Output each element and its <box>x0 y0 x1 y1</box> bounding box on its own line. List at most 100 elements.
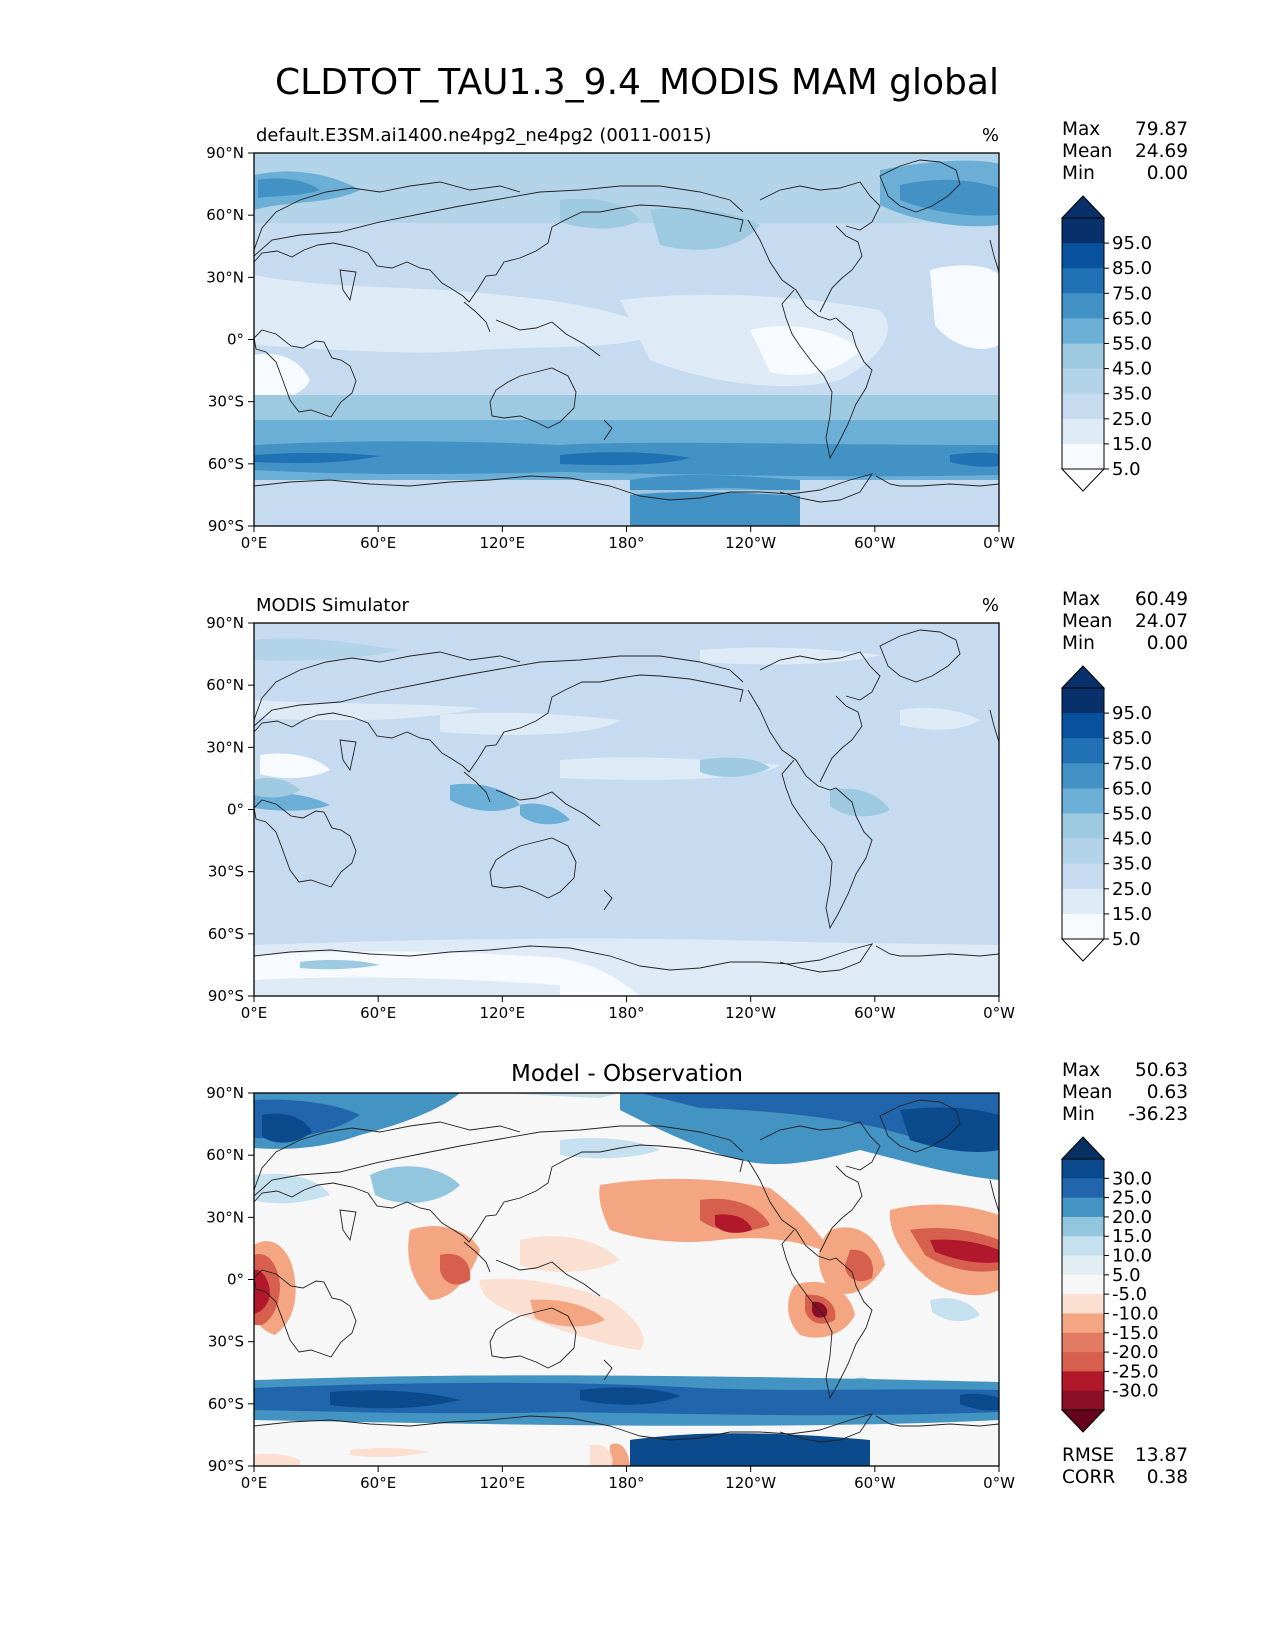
map-model-field <box>254 153 999 526</box>
lon-tick-label: 0°E <box>241 1474 268 1492</box>
stat-max-value: 79.87 <box>1135 119 1188 140</box>
colorbar-swatch <box>1062 1313 1104 1334</box>
lat-tick-label: 30°S <box>208 1333 244 1351</box>
colorbar-over-extend <box>1060 195 1106 219</box>
panel-diff-title: Model - Observation <box>511 1061 743 1087</box>
stat-max-label: Max <box>1062 119 1100 140</box>
colorbar-swatch <box>1062 1274 1104 1295</box>
colorbar-label: 35.0 <box>1112 854 1152 875</box>
stat-mean-label: Mean <box>1062 611 1112 632</box>
stat-rmse-value: 13.87 <box>1135 1445 1188 1466</box>
lon-tick-label: 60°E <box>360 1474 396 1492</box>
lon-tick-label: 60°E <box>360 1004 396 1022</box>
stat-mean-label: Mean <box>1062 1082 1112 1103</box>
colorbar-model: 95.0 85.0 75.0 65.0 55.0 45.0 35.0 25.0 15.0 5.0 <box>1060 195 1152 492</box>
colorbar-label: 75.0 <box>1112 753 1152 774</box>
panel-model: default.E3SM.ai1400.ne4pg2_ne4pg2 (0011-… <box>206 119 1188 552</box>
colorbar-obs: 95.0 85.0 75.0 65.0 55.0 45.0 35.0 25.0 15.0 5.0 <box>1060 665 1152 962</box>
stat-mean-value: 0.63 <box>1147 1082 1188 1103</box>
colorbar-label: 25.0 <box>1112 409 1152 430</box>
colorbar-swatch <box>1062 688 1104 714</box>
colorbar-frame <box>1061 1158 1105 1411</box>
colorbar-swatch <box>1062 418 1104 445</box>
colorbar-swatch <box>1062 1197 1104 1218</box>
colorbar-label: -25.0 <box>1112 1361 1159 1382</box>
lon-tick-label: 120°W <box>725 1004 776 1022</box>
colorbar-label: 15.0 <box>1112 1226 1152 1247</box>
colorbar-swatch <box>1062 1332 1104 1353</box>
colorbar-swatch <box>1062 1178 1104 1199</box>
colorbar-label: 25.0 <box>1112 879 1152 900</box>
lon-tick-label: 60°W <box>854 1004 896 1022</box>
colorbar-swatch <box>1062 368 1104 395</box>
lat-axis-obs: 90°N 60°N 30°N 0° 30°S 60°S 90°S <box>206 614 254 1005</box>
panel-obs-units: % <box>982 595 999 616</box>
lat-tick-label: 90°S <box>208 517 244 535</box>
lon-axis-diff: 0°E 60°E 120°E 180° 120°W 60°W 0°W <box>241 1466 1015 1492</box>
colorbar-label: -15.0 <box>1112 1323 1159 1344</box>
colorbar-swatch <box>1062 1371 1104 1392</box>
stat-mean-value: 24.69 <box>1135 141 1188 162</box>
colorbar-label: 25.0 <box>1112 1188 1152 1209</box>
lon-tick-label: 180° <box>608 1474 644 1492</box>
colorbar-label: 65.0 <box>1112 308 1152 329</box>
lat-tick-label: 30°N <box>206 268 244 286</box>
colorbar-swatch <box>1062 443 1104 470</box>
lon-tick-label: 120°E <box>480 1004 526 1022</box>
colorbar-swatch <box>1062 1352 1104 1372</box>
colorbar-swatch <box>1062 268 1104 294</box>
lat-tick-label: 0° <box>227 1271 244 1289</box>
colorbar-swatch <box>1062 913 1104 940</box>
colorbar-swatch <box>1062 763 1104 789</box>
lon-tick-label: 0°E <box>241 1004 268 1022</box>
stat-corr-value: 0.38 <box>1147 1467 1188 1488</box>
colorbar-swatch <box>1062 218 1104 244</box>
lat-tick-label: 90°N <box>206 144 244 162</box>
colorbar-label: 55.0 <box>1112 334 1152 355</box>
lon-tick-label: 180° <box>608 534 644 552</box>
colorbar-swatch <box>1062 813 1104 840</box>
colorbar-label: 75.0 <box>1112 283 1152 304</box>
panel-diff: Model - Observation 90°N 60°N 30°N 0° 30°S 60… <box>206 1060 1188 1492</box>
lat-tick-label: 90°N <box>206 614 244 632</box>
panel-obs: MODIS Simulator % 90°N 60°N 30°N 0° 30°S 60°S… <box>206 589 1188 1022</box>
colorbar-label: 10.0 <box>1112 1246 1152 1267</box>
lat-tick-label: 0° <box>227 331 244 349</box>
lat-tick-label: 60°N <box>206 676 244 694</box>
stats-diff: Max 50.63 Mean 0.63 Min -36.23 RMSE 13.8… <box>1062 1060 1188 1488</box>
colorbar-diff: 30.025.020.015.010.05.0-5.0-10.0-15.0-20… <box>1060 1136 1159 1433</box>
colorbar-label: -10.0 <box>1112 1303 1159 1324</box>
lon-tick-label: 0°E <box>241 534 268 552</box>
colorbar-label: 5.0 <box>1112 1265 1141 1286</box>
colorbar-swatch <box>1062 318 1104 344</box>
lon-tick-label: 180° <box>608 1004 644 1022</box>
lat-axis-diff: 90°N 60°N 30°N 0° 30°S 60°S 90°S <box>206 1084 254 1475</box>
stat-max-value: 60.49 <box>1135 589 1188 610</box>
colorbar-label: 85.0 <box>1112 728 1152 749</box>
stat-rmse-label: RMSE <box>1062 1445 1114 1466</box>
panel-obs-title: MODIS Simulator <box>256 595 409 616</box>
colorbar-label: -30.0 <box>1112 1381 1159 1402</box>
colorbar-swatch <box>1062 1390 1104 1411</box>
panel-model-units: % <box>982 125 999 146</box>
lon-tick-label: 0°W <box>983 1004 1015 1022</box>
lat-tick-label: 0° <box>227 801 244 819</box>
lon-axis-obs: 0°E 60°E 120°E 180° 120°W 60°W 0°W <box>241 996 1015 1022</box>
colorbar-label: 45.0 <box>1112 829 1152 850</box>
stat-max-label: Max <box>1062 589 1100 610</box>
lon-tick-label: 120°W <box>725 1474 776 1492</box>
lon-tick-label: 120°E <box>480 534 526 552</box>
stat-mean-label: Mean <box>1062 141 1112 162</box>
colorbar-swatch <box>1062 1236 1104 1257</box>
colorbar-label: 95.0 <box>1112 703 1152 724</box>
lat-tick-label: 60°S <box>208 925 244 943</box>
stats-model: Max 79.87 Mean 24.69 Min 0.00 <box>1062 119 1188 184</box>
colorbar-swatch <box>1062 863 1104 890</box>
colorbar-over-extend <box>1060 1136 1106 1160</box>
stat-min-label: Min <box>1062 1104 1095 1125</box>
colorbar-swatch <box>1062 738 1104 764</box>
stat-max-value: 50.63 <box>1135 1060 1188 1081</box>
panel-model-title: default.E3SM.ai1400.ne4pg2_ne4pg2 (0011-… <box>256 125 711 146</box>
stats-obs: Max 60.49 Mean 24.07 Min 0.00 <box>1062 589 1188 654</box>
